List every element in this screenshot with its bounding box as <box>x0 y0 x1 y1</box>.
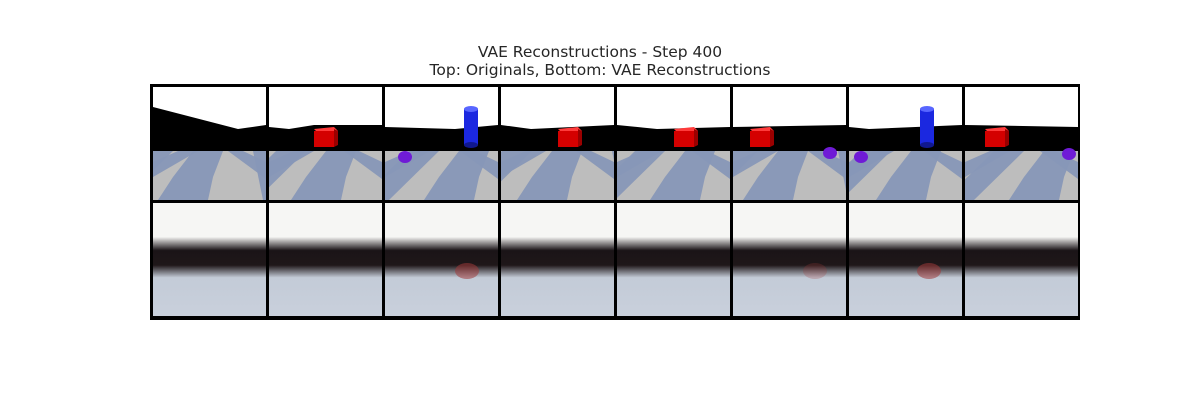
original-frame <box>153 87 266 200</box>
floor <box>501 151 614 200</box>
blurred-object <box>917 263 941 279</box>
wall <box>153 107 266 151</box>
blue-cylinder <box>464 106 478 148</box>
floor <box>269 151 382 200</box>
floor <box>153 151 266 200</box>
wall <box>965 125 1078 151</box>
original-frame <box>385 87 498 200</box>
floor <box>965 151 1078 200</box>
blue-cylinder <box>920 106 934 148</box>
original-frame <box>965 87 1078 200</box>
wall <box>385 125 498 151</box>
reconstruction-frame <box>153 203 266 316</box>
red-box <box>314 127 338 147</box>
reconstruction-frame <box>385 203 498 316</box>
red-box <box>750 127 774 147</box>
original-frame <box>849 87 962 200</box>
reconstruction-frame <box>617 203 730 316</box>
blurred-object <box>455 263 479 279</box>
floor <box>733 151 846 200</box>
reconstruction-frame <box>849 203 962 316</box>
red-box <box>558 127 582 147</box>
floor <box>385 151 498 200</box>
red-box <box>674 127 698 147</box>
reconstruction-frame <box>965 203 1078 316</box>
reconstruction-frame <box>733 203 846 316</box>
original-frame <box>501 87 614 200</box>
purple-sphere <box>398 151 412 163</box>
red-box <box>985 127 1009 147</box>
figure-subtitle: Top: Originals, Bottom: VAE Reconstructi… <box>429 61 771 79</box>
floor <box>849 151 962 200</box>
reconstruction-frame <box>269 203 382 316</box>
image-grid <box>150 84 1080 320</box>
blurred-object <box>803 263 827 279</box>
original-frame <box>617 87 730 200</box>
purple-sphere <box>854 151 868 163</box>
wall <box>617 125 730 151</box>
reconstruction-frame <box>501 203 614 316</box>
floor <box>617 151 730 200</box>
figure-title: VAE Reconstructions - Step 400 <box>477 43 723 61</box>
wall <box>849 125 962 151</box>
purple-sphere <box>1062 148 1076 160</box>
purple-sphere <box>823 147 837 159</box>
original-frame <box>269 87 382 200</box>
original-frame <box>733 87 846 200</box>
wall <box>501 125 614 151</box>
